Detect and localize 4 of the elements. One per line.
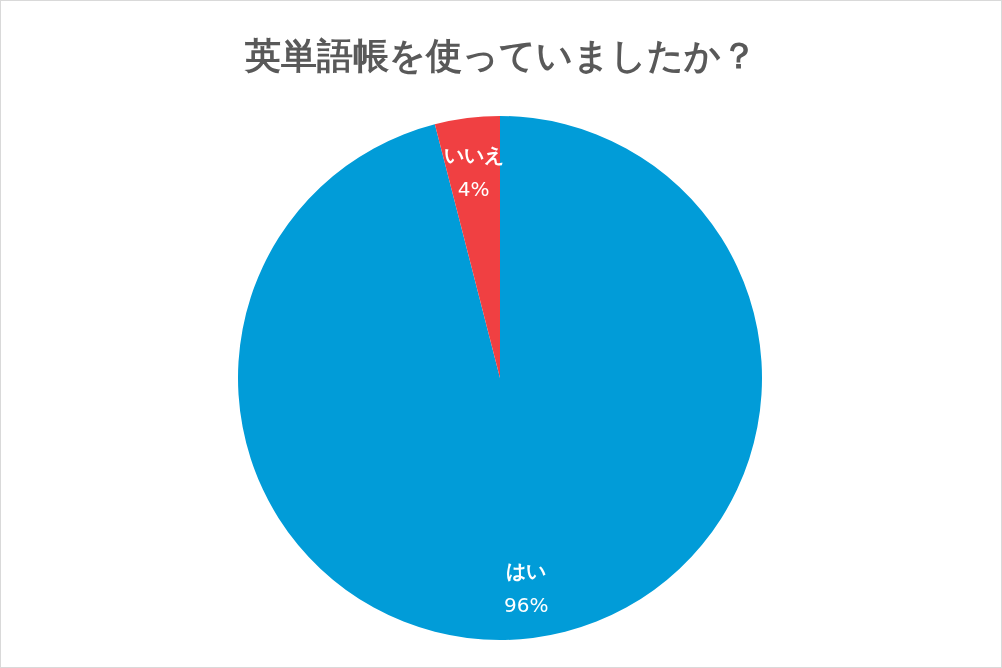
data-label: 96% [504, 592, 549, 617]
chart-title: 英単語帳を使っていましたか？ [244, 35, 757, 76]
slice-label: はい [506, 558, 547, 583]
data-label: 4% [457, 177, 490, 202]
